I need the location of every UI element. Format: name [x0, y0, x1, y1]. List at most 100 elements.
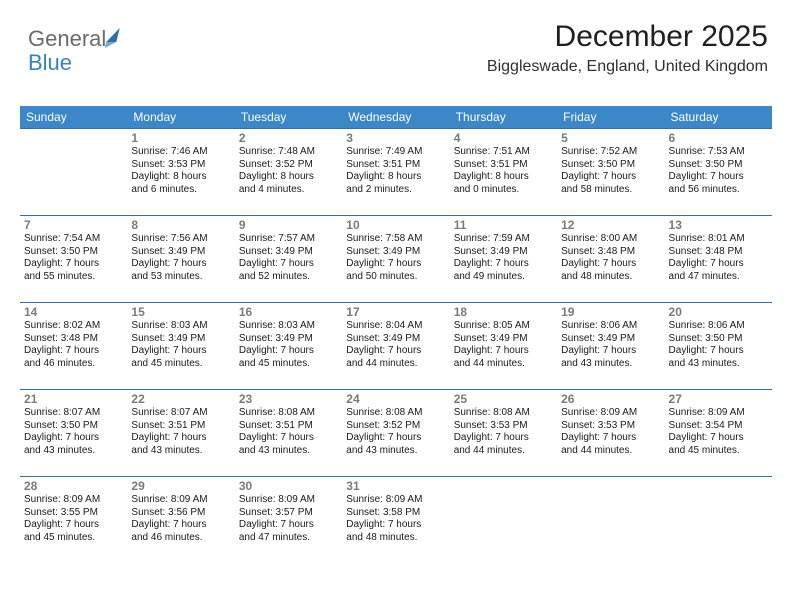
day-cell [557, 477, 664, 564]
sunrise-line: Sunrise: 7:49 AM [346, 146, 445, 159]
day-cell: 20Sunrise: 8:06 AMSunset: 3:50 PMDayligh… [665, 303, 772, 390]
sunrise-line: Sunrise: 7:59 AM [454, 233, 553, 246]
day-number: 4 [454, 131, 553, 145]
daylight-line: Daylight: 7 hours [669, 171, 768, 184]
daylight-line: and 44 minutes. [454, 358, 553, 371]
sunset-line: Sunset: 3:49 PM [454, 333, 553, 346]
day-cell: 13Sunrise: 8:01 AMSunset: 3:48 PMDayligh… [665, 216, 772, 303]
day-cell-inner: 13Sunrise: 8:01 AMSunset: 3:48 PMDayligh… [665, 216, 772, 287]
sunrise-line: Sunrise: 7:46 AM [131, 146, 230, 159]
daylight-line: Daylight: 7 hours [454, 432, 553, 445]
sunset-line: Sunset: 3:48 PM [669, 246, 768, 259]
daylight-line: Daylight: 7 hours [24, 432, 123, 445]
daylight-line: Daylight: 8 hours [239, 171, 338, 184]
day-header: Tuesday [235, 106, 342, 129]
sunset-line: Sunset: 3:50 PM [24, 420, 123, 433]
daylight-line: and 58 minutes. [561, 184, 660, 197]
sunset-line: Sunset: 3:48 PM [24, 333, 123, 346]
sunrise-line: Sunrise: 8:09 AM [346, 494, 445, 507]
daylight-line: and 52 minutes. [239, 271, 338, 284]
sunrise-line: Sunrise: 8:08 AM [454, 407, 553, 420]
day-cell: 2Sunrise: 7:48 AMSunset: 3:52 PMDaylight… [235, 129, 342, 216]
header-block: December 2025 Biggleswade, England, Unit… [487, 20, 768, 76]
daylight-line: and 47 minutes. [239, 532, 338, 545]
sunrise-line: Sunrise: 8:00 AM [561, 233, 660, 246]
day-number: 6 [669, 131, 768, 145]
day-cell: 14Sunrise: 8:02 AMSunset: 3:48 PMDayligh… [20, 303, 127, 390]
daylight-line: Daylight: 7 hours [454, 258, 553, 271]
daylight-line: Daylight: 7 hours [346, 519, 445, 532]
day-cell-inner: 5Sunrise: 7:52 AMSunset: 3:50 PMDaylight… [557, 129, 664, 200]
daylight-line: Daylight: 7 hours [669, 345, 768, 358]
daylight-line: Daylight: 7 hours [561, 345, 660, 358]
day-cell-inner: 6Sunrise: 7:53 AMSunset: 3:50 PMDaylight… [665, 129, 772, 200]
daylight-line: and 2 minutes. [346, 184, 445, 197]
sunrise-line: Sunrise: 8:08 AM [239, 407, 338, 420]
daylight-line: Daylight: 7 hours [131, 345, 230, 358]
sunset-line: Sunset: 3:50 PM [669, 333, 768, 346]
day-cell-inner: 10Sunrise: 7:58 AMSunset: 3:49 PMDayligh… [342, 216, 449, 287]
sunset-line: Sunset: 3:51 PM [454, 159, 553, 172]
day-number: 11 [454, 218, 553, 232]
week-row: 1Sunrise: 7:46 AMSunset: 3:53 PMDaylight… [20, 129, 772, 216]
day-number: 7 [24, 218, 123, 232]
day-cell-inner: 24Sunrise: 8:08 AMSunset: 3:52 PMDayligh… [342, 390, 449, 461]
sunset-line: Sunset: 3:53 PM [131, 159, 230, 172]
day-cell: 4Sunrise: 7:51 AMSunset: 3:51 PMDaylight… [450, 129, 557, 216]
day-cell: 28Sunrise: 8:09 AMSunset: 3:55 PMDayligh… [20, 477, 127, 564]
day-cell-inner: 17Sunrise: 8:04 AMSunset: 3:49 PMDayligh… [342, 303, 449, 374]
daylight-line: Daylight: 8 hours [131, 171, 230, 184]
day-cell-inner: 7Sunrise: 7:54 AMSunset: 3:50 PMDaylight… [20, 216, 127, 287]
sunrise-line: Sunrise: 7:53 AM [669, 146, 768, 159]
sunrise-line: Sunrise: 7:58 AM [346, 233, 445, 246]
sunset-line: Sunset: 3:50 PM [561, 159, 660, 172]
sunset-line: Sunset: 3:50 PM [669, 159, 768, 172]
day-number: 17 [346, 305, 445, 319]
day-header: Monday [127, 106, 234, 129]
daylight-line: and 44 minutes. [561, 445, 660, 458]
day-number: 3 [346, 131, 445, 145]
day-header: Thursday [450, 106, 557, 129]
day-number: 19 [561, 305, 660, 319]
sunset-line: Sunset: 3:55 PM [24, 507, 123, 520]
day-cell: 27Sunrise: 8:09 AMSunset: 3:54 PMDayligh… [665, 390, 772, 477]
day-cell: 16Sunrise: 8:03 AMSunset: 3:49 PMDayligh… [235, 303, 342, 390]
day-cell-inner: 25Sunrise: 8:08 AMSunset: 3:53 PMDayligh… [450, 390, 557, 461]
sunrise-line: Sunrise: 8:07 AM [24, 407, 123, 420]
daylight-line: Daylight: 7 hours [561, 432, 660, 445]
sunrise-line: Sunrise: 7:48 AM [239, 146, 338, 159]
week-row: 21Sunrise: 8:07 AMSunset: 3:50 PMDayligh… [20, 390, 772, 477]
day-number: 22 [131, 392, 230, 406]
day-number: 2 [239, 131, 338, 145]
day-number: 8 [131, 218, 230, 232]
day-cell: 5Sunrise: 7:52 AMSunset: 3:50 PMDaylight… [557, 129, 664, 216]
daylight-line: Daylight: 7 hours [669, 432, 768, 445]
day-number: 12 [561, 218, 660, 232]
daylight-line: and 46 minutes. [131, 532, 230, 545]
sunrise-line: Sunrise: 8:09 AM [131, 494, 230, 507]
day-number: 15 [131, 305, 230, 319]
sunrise-line: Sunrise: 8:04 AM [346, 320, 445, 333]
brand-word-2: Blue [28, 50, 72, 75]
sunrise-line: Sunrise: 8:09 AM [239, 494, 338, 507]
day-cell: 9Sunrise: 7:57 AMSunset: 3:49 PMDaylight… [235, 216, 342, 303]
sunrise-line: Sunrise: 8:07 AM [131, 407, 230, 420]
day-number: 20 [669, 305, 768, 319]
day-cell: 25Sunrise: 8:08 AMSunset: 3:53 PMDayligh… [450, 390, 557, 477]
daylight-line: Daylight: 7 hours [346, 345, 445, 358]
day-number: 1 [131, 131, 230, 145]
daylight-line: Daylight: 7 hours [239, 258, 338, 271]
day-number: 23 [239, 392, 338, 406]
day-cell-inner: 2Sunrise: 7:48 AMSunset: 3:52 PMDaylight… [235, 129, 342, 200]
brand-logo: General [28, 26, 118, 52]
daylight-line: and 43 minutes. [239, 445, 338, 458]
day-cell-inner: 15Sunrise: 8:03 AMSunset: 3:49 PMDayligh… [127, 303, 234, 374]
sunset-line: Sunset: 3:49 PM [346, 333, 445, 346]
day-number: 5 [561, 131, 660, 145]
day-cell-inner: 8Sunrise: 7:56 AMSunset: 3:49 PMDaylight… [127, 216, 234, 287]
day-cell: 24Sunrise: 8:08 AMSunset: 3:52 PMDayligh… [342, 390, 449, 477]
daylight-line: and 46 minutes. [24, 358, 123, 371]
day-cell: 31Sunrise: 8:09 AMSunset: 3:58 PMDayligh… [342, 477, 449, 564]
sunrise-line: Sunrise: 7:57 AM [239, 233, 338, 246]
day-cell-inner: 18Sunrise: 8:05 AMSunset: 3:49 PMDayligh… [450, 303, 557, 374]
